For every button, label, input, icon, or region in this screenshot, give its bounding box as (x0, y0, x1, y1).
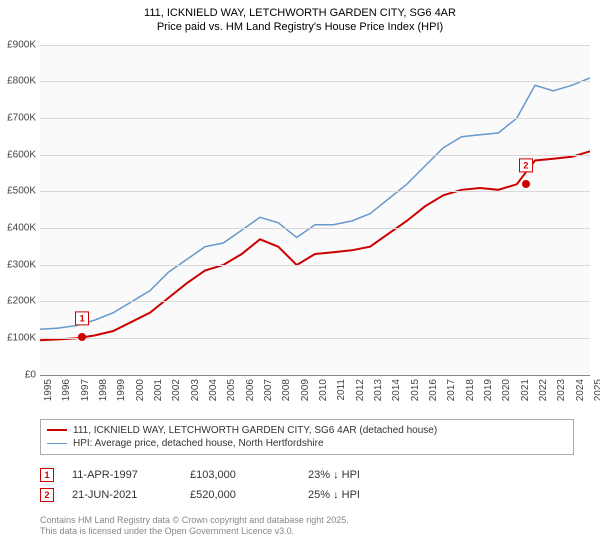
x-axis-label: 2011 (336, 379, 347, 401)
x-axis-label: 2013 (373, 379, 384, 401)
legend-and-footer: 111, ICKNIELD WAY, LETCHWORTH GARDEN CIT… (40, 419, 590, 538)
transaction-row: 1 11-APR-1997 £103,000 23% ↓ HPI (40, 465, 590, 485)
y-gridline (40, 45, 590, 46)
x-axis-label: 2014 (391, 379, 402, 401)
x-axis-label: 2024 (575, 379, 586, 401)
y-axis-label: £800K (0, 76, 36, 87)
series-line-hpi (40, 78, 590, 329)
transaction-date: 21-JUN-2021 (72, 489, 172, 501)
y-gridline (40, 301, 590, 302)
x-axis-label: 1999 (116, 379, 127, 401)
title-line-2: Price paid vs. HM Land Registry's House … (0, 20, 600, 34)
plot-area: £0£100K£200K£300K£400K£500K£600K£700K£80… (40, 45, 590, 376)
transaction-price: £103,000 (190, 469, 290, 481)
x-axis-label: 2008 (281, 379, 292, 401)
legend-swatch-icon (47, 429, 67, 431)
x-axis-label: 1997 (80, 379, 91, 401)
x-axis-label: 2009 (300, 379, 311, 401)
y-gridline (40, 118, 590, 119)
transaction-row: 2 21-JUN-2021 £520,000 25% ↓ HPI (40, 485, 590, 505)
legend-swatch-icon (47, 443, 67, 444)
x-axis-label: 1996 (61, 379, 72, 401)
transaction-index-icon: 1 (40, 468, 54, 482)
x-axis-label: 2012 (355, 379, 366, 401)
y-gridline (40, 338, 590, 339)
x-axis-label: 1998 (98, 379, 109, 401)
chart-area: £0 £100K £200K £300K £400K £500K £600K £700K £80… (0, 35, 600, 415)
x-axis-label: 2006 (245, 379, 256, 401)
y-axis-label: £500K (0, 186, 36, 197)
x-axis-label: 2015 (410, 379, 421, 401)
x-axis-label: 2007 (263, 379, 274, 401)
chart-titles: 111, ICKNIELD WAY, LETCHWORTH GARDEN CIT… (0, 0, 600, 35)
line-chart-svg (40, 45, 590, 375)
y-gridline (40, 155, 590, 156)
x-axis-label: 2025 (593, 379, 600, 401)
transaction-hpi-delta: 23% ↓ HPI (308, 469, 408, 481)
x-axis-label: 2005 (226, 379, 237, 401)
y-gridline (40, 81, 590, 82)
title-line-1: 111, ICKNIELD WAY, LETCHWORTH GARDEN CIT… (0, 6, 600, 20)
footer-line-1: Contains HM Land Registry data © Crown c… (40, 515, 590, 527)
x-axis-label: 2023 (556, 379, 567, 401)
chart-container: 111, ICKNIELD WAY, LETCHWORTH GARDEN CIT… (0, 0, 600, 560)
y-gridline (40, 265, 590, 266)
y-axis-label: £400K (0, 222, 36, 233)
series-line-price_paid (40, 151, 590, 340)
y-axis-label: £200K (0, 296, 36, 307)
x-axis-label: 2019 (483, 379, 494, 401)
transaction-rows: 1 11-APR-1997 £103,000 23% ↓ HPI 2 21-JUN-202… (40, 465, 590, 505)
transaction-index-icon: 2 (40, 488, 54, 502)
x-axis-label: 2016 (428, 379, 439, 401)
y-axis-label: £100K (0, 332, 36, 343)
x-axis-label: 2017 (446, 379, 457, 401)
y-gridline (40, 228, 590, 229)
legend-label: HPI: Average price, detached house, Nort… (73, 438, 324, 449)
footer-line-2: This data is licensed under the Open Gov… (40, 526, 590, 538)
sale-marker-2: 2 (519, 158, 533, 172)
transaction-price: £520,000 (190, 489, 290, 501)
legend-label: 111, ICKNIELD WAY, LETCHWORTH GARDEN CIT… (73, 425, 437, 436)
x-axis-label: 2010 (318, 379, 329, 401)
sale-dot-icon (78, 333, 86, 341)
legend-item: HPI: Average price, detached house, Nort… (47, 437, 567, 450)
y-gridline (40, 191, 590, 192)
x-axis-label: 2020 (501, 379, 512, 401)
x-axis-label: 2000 (135, 379, 146, 401)
transaction-hpi-delta: 25% ↓ HPI (308, 489, 408, 501)
x-axis-label: 2018 (465, 379, 476, 401)
sale-marker-1: 1 (75, 311, 89, 325)
x-axis-label: 2022 (538, 379, 549, 401)
x-axis-label: 2002 (171, 379, 182, 401)
transaction-date: 11-APR-1997 (72, 469, 172, 481)
sale-dot-icon (522, 180, 530, 188)
x-axis-label: 2003 (190, 379, 201, 401)
x-axis-label: 2001 (153, 379, 164, 401)
y-axis-label: £600K (0, 149, 36, 160)
legend-item: 111, ICKNIELD WAY, LETCHWORTH GARDEN CIT… (47, 424, 567, 437)
y-axis-label: £700K (0, 112, 36, 123)
footer-attribution: Contains HM Land Registry data © Crown c… (40, 515, 590, 538)
y-axis-label: £0 (0, 369, 36, 380)
x-axis-label: 1995 (43, 379, 54, 401)
y-axis-label: £900K (0, 39, 36, 50)
y-axis-label: £300K (0, 259, 36, 270)
legend-box: 111, ICKNIELD WAY, LETCHWORTH GARDEN CIT… (40, 419, 574, 455)
x-axis-label: 2021 (520, 379, 531, 401)
x-axis-label: 2004 (208, 379, 219, 401)
